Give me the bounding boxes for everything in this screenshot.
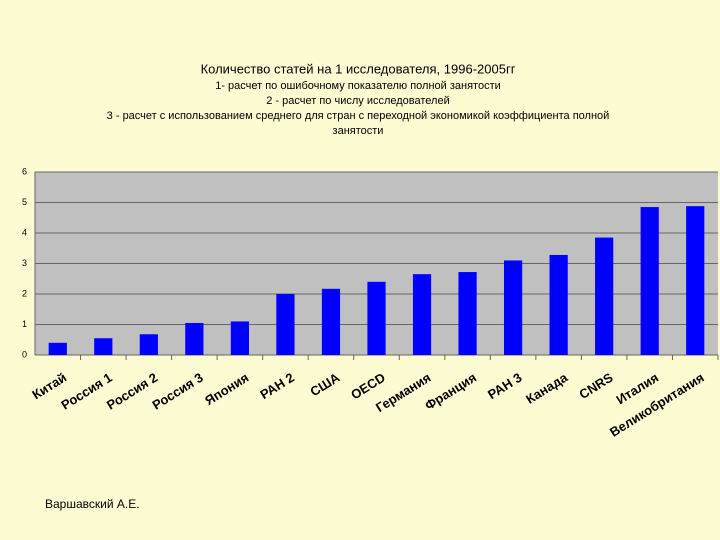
- subtitle: 2 - расчет по числу исследователей: [266, 95, 449, 107]
- y-tick-label: 0: [22, 349, 27, 359]
- bar: [503, 260, 523, 355]
- bar: [549, 254, 568, 355]
- bar: [458, 272, 477, 355]
- bar: [321, 288, 341, 355]
- y-tick-label: 3: [22, 258, 27, 268]
- subtitle: 3 - расчет с использованием среднего для…: [107, 110, 610, 122]
- bar: [185, 322, 204, 355]
- y-tick-label: 1: [22, 319, 27, 329]
- bar: [412, 274, 432, 355]
- chart-title: Количество статей на 1 исследователя, 19…: [201, 61, 516, 76]
- bar: [595, 237, 614, 355]
- subtitle: 1- расчет по ошибочному показателю полно…: [215, 80, 501, 92]
- bar: [230, 321, 250, 355]
- y-tick-label: 4: [22, 227, 27, 237]
- y-tick-label: 6: [22, 166, 27, 176]
- bar: [276, 294, 295, 355]
- bar: [139, 334, 158, 355]
- bar: [686, 206, 705, 355]
- bar: [367, 281, 386, 355]
- y-tick-label: 2: [22, 288, 27, 298]
- subtitle: занятости: [333, 125, 384, 137]
- bar: [94, 338, 113, 355]
- y-tick-label: 5: [22, 197, 27, 207]
- author: Варшавский А.Е.: [45, 497, 140, 511]
- bar: [640, 207, 659, 355]
- bar: [48, 342, 67, 355]
